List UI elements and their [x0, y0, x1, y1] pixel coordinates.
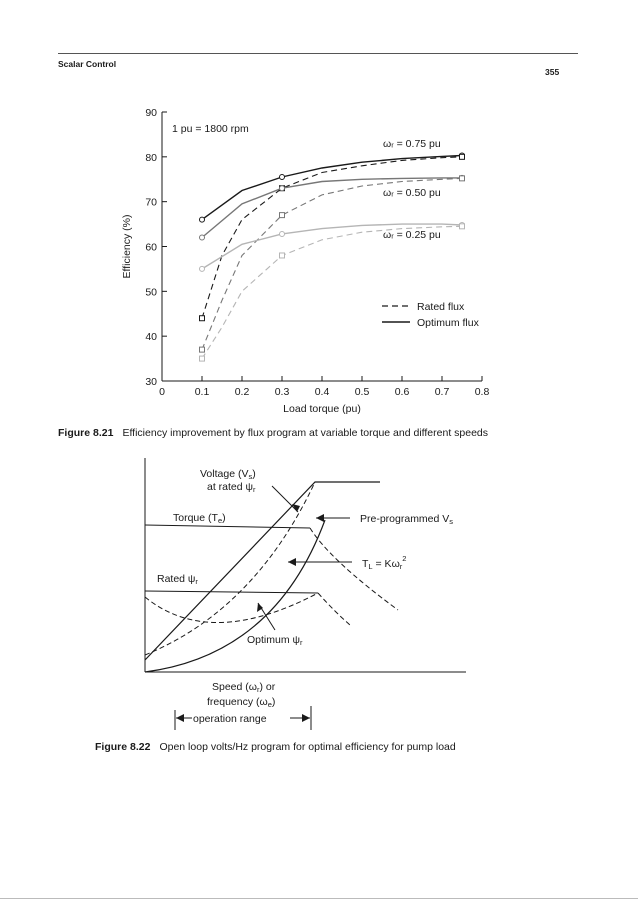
x-tick-label: 0.3	[275, 386, 290, 398]
rated-marker	[459, 175, 465, 182]
x-axis-label: Load torque (pu)	[283, 403, 361, 415]
legend-rated-label: Rated flux	[417, 301, 465, 313]
figure-8-21-caption: Figure 8.21 Efficiency improvement by flu…	[58, 427, 488, 439]
rated-marker	[279, 252, 285, 259]
curve-050-rated	[201, 177, 463, 350]
x-tick-label: 0	[159, 386, 165, 398]
optimum-flux-label: Optimum ψr	[247, 634, 303, 647]
voltage-arrowhead	[292, 504, 300, 512]
header-rule	[58, 53, 578, 54]
running-head: Scalar Control	[58, 59, 117, 69]
page-number: 355	[545, 67, 560, 77]
optimum-marker	[279, 185, 285, 192]
figure-8-21-label: Figure 8.21	[58, 427, 114, 439]
rated-marker	[199, 315, 205, 322]
y-tick-label: 80	[145, 152, 157, 164]
rated-marker	[199, 355, 205, 362]
y-tick-label: 60	[145, 242, 157, 254]
y-axis-label: Efficiency (%)	[121, 215, 133, 279]
y-tick-label: 70	[145, 197, 157, 209]
figure-8-22-label: Figure 8.22	[95, 741, 151, 753]
torque-label: Torque (Te)	[173, 512, 226, 525]
optimum-marker	[199, 265, 205, 272]
curve-025-rated	[201, 225, 463, 359]
curve-label: ωᵣ = 0.50 pu	[383, 187, 441, 199]
rated-flux-label: Rated ψr	[157, 573, 198, 586]
x-tick-label: 0.8	[475, 386, 490, 398]
speed-label-line1: Speed (ωr) or	[212, 681, 276, 694]
optimum-marker	[279, 174, 285, 181]
curve-025-optimum	[201, 223, 463, 270]
optimum-marker	[199, 216, 205, 223]
x-tick-label: 0.6	[395, 386, 410, 398]
preprogrammed-label: Pre-programmed Vs	[360, 513, 453, 526]
range-arrowhead-left	[176, 714, 184, 722]
y-tick-label: 40	[145, 331, 157, 343]
x-tick-label: 0.1	[195, 386, 210, 398]
legend-optimum-label: Optimum flux	[417, 317, 480, 329]
x-tick-label: 0.4	[315, 386, 330, 398]
optimum-marker	[279, 230, 285, 237]
optimum-marker	[199, 234, 205, 241]
curve-label: ωᵣ = 0.75 pu	[383, 138, 441, 150]
footer-rule	[0, 898, 638, 899]
y-tick-label: 90	[145, 107, 157, 119]
figure-8-22-caption-text: Open loop volts/Hz program for optimal e…	[159, 741, 456, 753]
voltage-label-line1: Voltage (Vs)	[200, 468, 256, 481]
tl-arrowhead	[288, 558, 296, 566]
y-tick-label: 50	[145, 286, 157, 298]
speed-label-line2: frequency (ωe)	[207, 696, 275, 709]
torque-falloff-curve	[309, 527, 399, 611]
optimum-arrowhead	[257, 603, 263, 612]
figure-8-22-caption: Figure 8.22 Open loop volts/Hz program fo…	[95, 741, 456, 753]
figure-8-21-caption-text: Efficiency improvement by flux program a…	[122, 427, 489, 439]
voltage-label-line2: at rated ψr	[207, 481, 256, 494]
flux-falloff-curve	[317, 592, 351, 626]
rated-marker	[459, 223, 465, 230]
curve-075-optimum	[201, 154, 463, 221]
voltage-leader	[271, 485, 299, 513]
curve-075-rated	[201, 156, 463, 319]
load-torque-label: TL = Kωr2	[362, 554, 406, 571]
load-torque-curve	[144, 519, 326, 673]
preprogrammed-arrowhead	[316, 514, 324, 522]
x-tick-label: 0.2	[235, 386, 250, 398]
rated-flux-line	[144, 590, 319, 594]
optimum-flux-curve	[144, 592, 319, 623]
rated-marker	[199, 346, 205, 353]
x-tick-label: 0.5	[355, 386, 370, 398]
x-tick-label: 0.7	[435, 386, 450, 398]
y-tick-label: 30	[145, 376, 157, 388]
range-arrowhead-right	[302, 714, 310, 722]
operation-range-label: operation range	[193, 713, 267, 725]
curve-050-optimum	[201, 177, 462, 239]
torque-rated-line	[144, 524, 311, 529]
unit-note: 1 pu = 1800 rpm	[172, 123, 249, 135]
rated-marker	[459, 153, 465, 160]
rated-marker	[279, 212, 285, 219]
curve-label: ωᵣ = 0.25 pu	[383, 229, 441, 241]
